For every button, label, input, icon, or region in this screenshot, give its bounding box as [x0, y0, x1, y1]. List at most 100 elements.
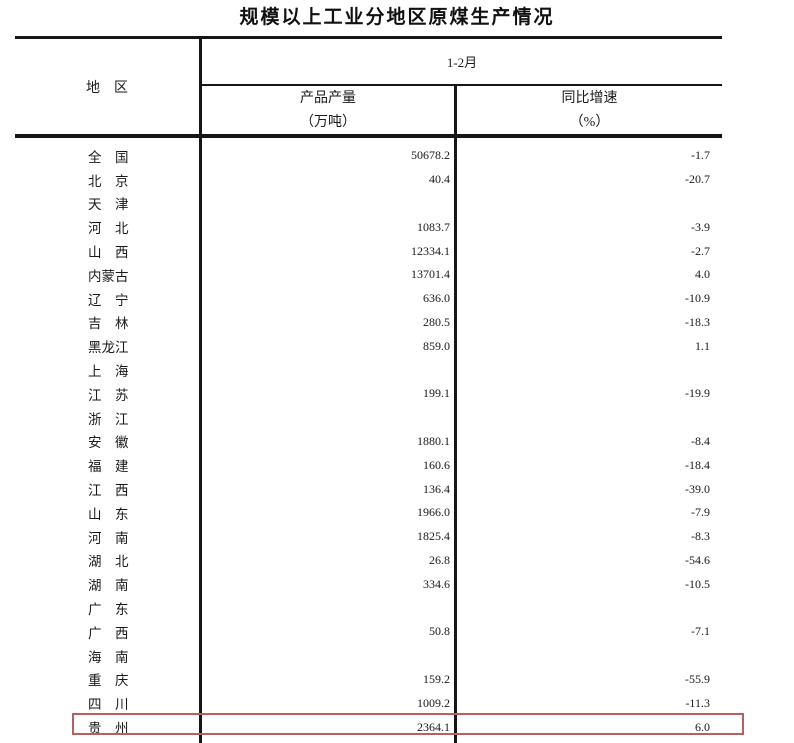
region-cell: 江 苏 — [88, 387, 129, 403]
table-row: 全 国 50678.2 -1.7 — [15, 144, 722, 168]
column-divider-output-growth — [454, 85, 457, 743]
region-cell: 黑龙江 — [88, 340, 129, 356]
growth-cell: -2.7 — [691, 243, 710, 258]
growth-cell: -3.9 — [691, 219, 710, 234]
growth-cell: -18.4 — [685, 457, 710, 472]
output-cell: 859.0 — [423, 338, 450, 353]
region-cell: 海 南 — [88, 649, 129, 665]
output-cell: 280.5 — [423, 314, 450, 329]
output-cell: 40.4 — [429, 172, 450, 187]
region-cell: 四 川 — [88, 697, 129, 713]
table-row: 河 南 1825.4 -8.3 — [15, 525, 722, 549]
table-row: 辽 宁 636.0 -10.9 — [15, 287, 722, 311]
output-cell: 12334.1 — [411, 243, 450, 258]
growth-cell: -18.3 — [685, 314, 710, 329]
output-cell: 26.8 — [429, 552, 450, 567]
growth-cell: -7.9 — [691, 505, 710, 520]
output-cell: 334.6 — [423, 576, 450, 591]
output-cell: 636.0 — [423, 291, 450, 306]
output-cell: 1880.1 — [417, 433, 450, 448]
table-row: 山 东 1966.0 -7.9 — [15, 501, 722, 525]
table-row: 河 北 1083.7 -3.9 — [15, 215, 722, 239]
output-cell: 1966.0 — [417, 505, 450, 520]
header-growth: 同比增速 （%） — [457, 87, 722, 134]
header-output-line1: 产品产量 — [300, 91, 356, 106]
growth-cell: -39.0 — [685, 481, 710, 496]
growth-cell: 1.1 — [695, 338, 710, 353]
region-cell: 广 东 — [88, 602, 129, 618]
table-row: 福 建 160.6 -18.4 — [15, 453, 722, 477]
column-divider-region — [199, 36, 202, 743]
period-header-underline — [200, 84, 722, 86]
header-region: 地 区 — [86, 80, 128, 96]
table-row: 上 海 — [15, 358, 722, 382]
highlight-box — [72, 713, 744, 735]
growth-cell: -10.9 — [685, 291, 710, 306]
region-cell: 全 国 — [88, 149, 129, 165]
table-row: 北 京 40.4 -20.7 — [15, 168, 722, 192]
header-output: 产品产量 （万吨） — [202, 87, 454, 134]
region-cell: 上 海 — [88, 364, 129, 380]
region-cell: 内蒙古 — [88, 268, 129, 284]
output-cell: 159.2 — [423, 671, 450, 686]
table-row: 浙 江 — [15, 406, 722, 430]
growth-cell: -54.6 — [685, 552, 710, 567]
region-cell: 重 庆 — [88, 673, 129, 689]
table-row: 黑龙江 859.0 1.1 — [15, 334, 722, 358]
growth-cell: -10.5 — [685, 576, 710, 591]
region-cell: 河 南 — [88, 530, 129, 546]
header-growth-line1: 同比增速 — [561, 91, 618, 106]
region-cell: 湖 南 — [88, 578, 129, 594]
region-cell: 山 西 — [88, 245, 129, 261]
region-cell: 福 建 — [88, 459, 129, 475]
table-row: 四 川 1009.2 -11.3 — [15, 691, 722, 715]
output-cell: 13701.4 — [411, 267, 450, 282]
growth-cell: -55.9 — [685, 671, 710, 686]
output-cell: 1083.7 — [417, 219, 450, 234]
growth-cell: -1.7 — [691, 148, 710, 163]
growth-cell: -11.3 — [685, 695, 710, 710]
page-title: 规模以上工业分地区原煤生产情况 — [239, 7, 555, 28]
output-cell: 199.1 — [423, 386, 450, 401]
region-cell: 安 徽 — [88, 435, 129, 451]
region-cell: 辽 宁 — [88, 292, 129, 308]
table-row: 内蒙古 13701.4 4.0 — [15, 263, 722, 287]
region-cell: 山 东 — [88, 506, 129, 522]
growth-cell: -19.9 — [685, 386, 710, 401]
table-row: 安 徽 1880.1 -8.4 — [15, 430, 722, 454]
region-cell: 天 津 — [88, 197, 129, 213]
output-cell: 160.6 — [423, 457, 450, 472]
output-cell: 136.4 — [423, 481, 450, 496]
region-cell: 广 西 — [88, 625, 129, 641]
table-body: 全 国 50678.2 -1.7 北 京 40.4 -20.7 天 津 河 北 … — [15, 144, 722, 739]
growth-cell: -7.1 — [691, 624, 710, 639]
table-row: 广 东 — [15, 596, 722, 620]
region-cell: 河 北 — [88, 221, 129, 237]
header-output-line2: （万吨） — [300, 114, 356, 130]
table-row: 湖 北 26.8 -54.6 — [15, 549, 722, 573]
table-row: 江 西 136.4 -39.0 — [15, 477, 722, 501]
table-row: 吉 林 280.5 -18.3 — [15, 311, 722, 335]
output-cell: 1825.4 — [417, 529, 450, 544]
growth-cell: -20.7 — [685, 172, 710, 187]
header-bottom-border — [15, 134, 722, 138]
output-cell: 1009.2 — [417, 695, 450, 710]
header-growth-line2: （%） — [569, 114, 610, 130]
output-cell: 2364.1 — [417, 719, 450, 734]
region-cell: 浙 江 — [88, 411, 129, 427]
growth-cell: 4.0 — [695, 267, 710, 282]
region-cell: 湖 北 — [88, 554, 129, 570]
region-cell: 北 京 — [88, 173, 129, 189]
growth-cell: 6.0 — [695, 719, 710, 734]
region-cell: 吉 林 — [88, 316, 129, 332]
table-row: 山 西 12334.1 -2.7 — [15, 239, 722, 263]
table-row: 海 南 — [15, 644, 722, 668]
header-period: 1-2月 — [446, 55, 478, 70]
growth-cell: -8.4 — [691, 433, 710, 448]
table-row: 重 庆 159.2 -55.9 — [15, 668, 722, 692]
growth-cell: -8.3 — [691, 529, 710, 544]
table-row: 贵 州 2364.1 6.0 — [15, 715, 722, 739]
region-cell: 江 西 — [88, 483, 129, 499]
table-row: 广 西 50.8 -7.1 — [15, 620, 722, 644]
